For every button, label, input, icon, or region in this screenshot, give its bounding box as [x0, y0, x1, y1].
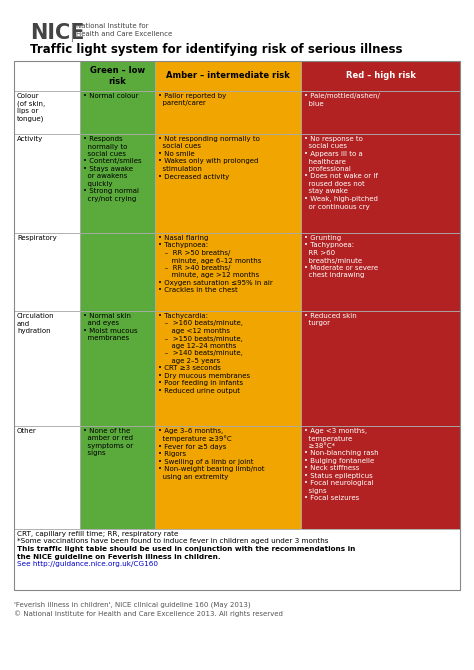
Bar: [14, 61, 460, 590]
Text: • Normal colour: • Normal colour: [83, 93, 138, 99]
Bar: [155, 311, 301, 426]
Text: National Institute for
Health and Care Excellence: National Institute for Health and Care E…: [76, 23, 172, 38]
Text: Activity: Activity: [17, 136, 43, 142]
Bar: [14, 426, 80, 529]
Bar: [301, 426, 460, 529]
Bar: [301, 134, 460, 233]
Text: CRT, capillary refill time; RR, respiratory rate: CRT, capillary refill time; RR, respirat…: [17, 531, 179, 537]
Text: • Reduced skin
  turgor: • Reduced skin turgor: [304, 313, 357, 326]
Bar: [14, 91, 80, 134]
Bar: [155, 426, 301, 529]
Bar: [301, 91, 460, 134]
Text: • Age <3 months,
  temperature
  ≥38°C*
• Non-blanching rash
• Bulging fontanell: • Age <3 months, temperature ≥38°C* • No…: [304, 428, 379, 502]
Text: This traffic light table should be used in conjunction with the recommendations : This traffic light table should be used …: [17, 546, 356, 552]
Bar: [301, 233, 460, 311]
Text: • No response to
  social cues
• Appears ill to a
  healthcare
  professional
• : • No response to social cues • Appears i…: [304, 136, 378, 210]
Text: Red – high risk: Red – high risk: [346, 72, 415, 80]
Text: • Pallor reported by
  parent/carer: • Pallor reported by parent/carer: [158, 93, 226, 107]
Text: Circulation
and
hydration: Circulation and hydration: [17, 313, 55, 334]
Bar: [80, 134, 155, 233]
Text: • Pale/mottled/ashen/
  blue: • Pale/mottled/ashen/ blue: [304, 93, 380, 107]
Bar: [155, 134, 301, 233]
Bar: [80, 426, 155, 529]
Text: Other: Other: [17, 428, 37, 434]
Bar: [301, 311, 460, 426]
Bar: [155, 233, 301, 311]
Bar: [14, 134, 80, 233]
Bar: [80, 233, 155, 311]
Bar: [80, 91, 155, 134]
Bar: [14, 311, 80, 426]
Bar: [80, 311, 155, 426]
Bar: [80, 61, 155, 91]
Text: NICE: NICE: [30, 23, 84, 43]
Text: • Grunting
• Tachypnoea:
  RR >60
  breaths/minute
• Moderate or severe
  chest : • Grunting • Tachypnoea: RR >60 breaths/…: [304, 235, 378, 279]
Text: *Some vaccinations have been found to induce fever in children aged under 3 mont: *Some vaccinations have been found to in…: [17, 539, 328, 545]
Text: © National Institute for Health and Care Excellence 2013. All rights reserved: © National Institute for Health and Care…: [14, 610, 283, 616]
Text: 'Feverish illness in children', NICE clinical guideline 160 (May 2013): 'Feverish illness in children', NICE cli…: [14, 602, 251, 608]
Text: • Not responding normally to
  social cues
• No smile
• Wakes only with prolonge: • Not responding normally to social cues…: [158, 136, 260, 180]
Bar: [301, 61, 460, 91]
Bar: [14, 233, 80, 311]
Text: • Normal skin
  and eyes
• Moist mucous
  membranes: • Normal skin and eyes • Moist mucous me…: [83, 313, 137, 342]
Bar: [14, 61, 80, 91]
Text: • Age 3–6 months,
  temperature ≥39°C
• Fever for ≥5 days
• Rigors
• Swelling of: • Age 3–6 months, temperature ≥39°C • Fe…: [158, 428, 264, 480]
Text: Respiratory: Respiratory: [17, 235, 57, 241]
Text: • None of the
  amber or red
  symptoms or
  signs: • None of the amber or red symptoms or s…: [83, 428, 133, 456]
Text: Amber – intermediate risk: Amber – intermediate risk: [166, 72, 290, 80]
Bar: [155, 61, 301, 91]
Text: the NICE guideline on Feverish illness in children.: the NICE guideline on Feverish illness i…: [17, 553, 220, 559]
Text: Colour
(of skin,
lips or
tongue): Colour (of skin, lips or tongue): [17, 93, 45, 123]
Text: • Tachycardia:
   –  >160 beats/minute,
      age <12 months
   –  >150 beats/mi: • Tachycardia: – >160 beats/minute, age …: [158, 313, 250, 394]
Text: • Nasal flaring
• Tachypnoea:
   –  RR >50 breaths/
      minute, age 6–12 month: • Nasal flaring • Tachypnoea: – RR >50 b…: [158, 235, 273, 293]
Text: See http://guidance.nice.org.uk/CG160: See http://guidance.nice.org.uk/CG160: [17, 561, 158, 567]
Text: Green – low
risk: Green – low risk: [90, 66, 145, 86]
Text: Traffic light system for identifying risk of serious illness: Traffic light system for identifying ris…: [30, 43, 402, 56]
Bar: [14, 529, 460, 590]
Text: • Responds
  normally to
  social cues
• Content/smiles
• Stays awake
  or awake: • Responds normally to social cues • Con…: [83, 136, 142, 202]
Bar: [155, 91, 301, 134]
